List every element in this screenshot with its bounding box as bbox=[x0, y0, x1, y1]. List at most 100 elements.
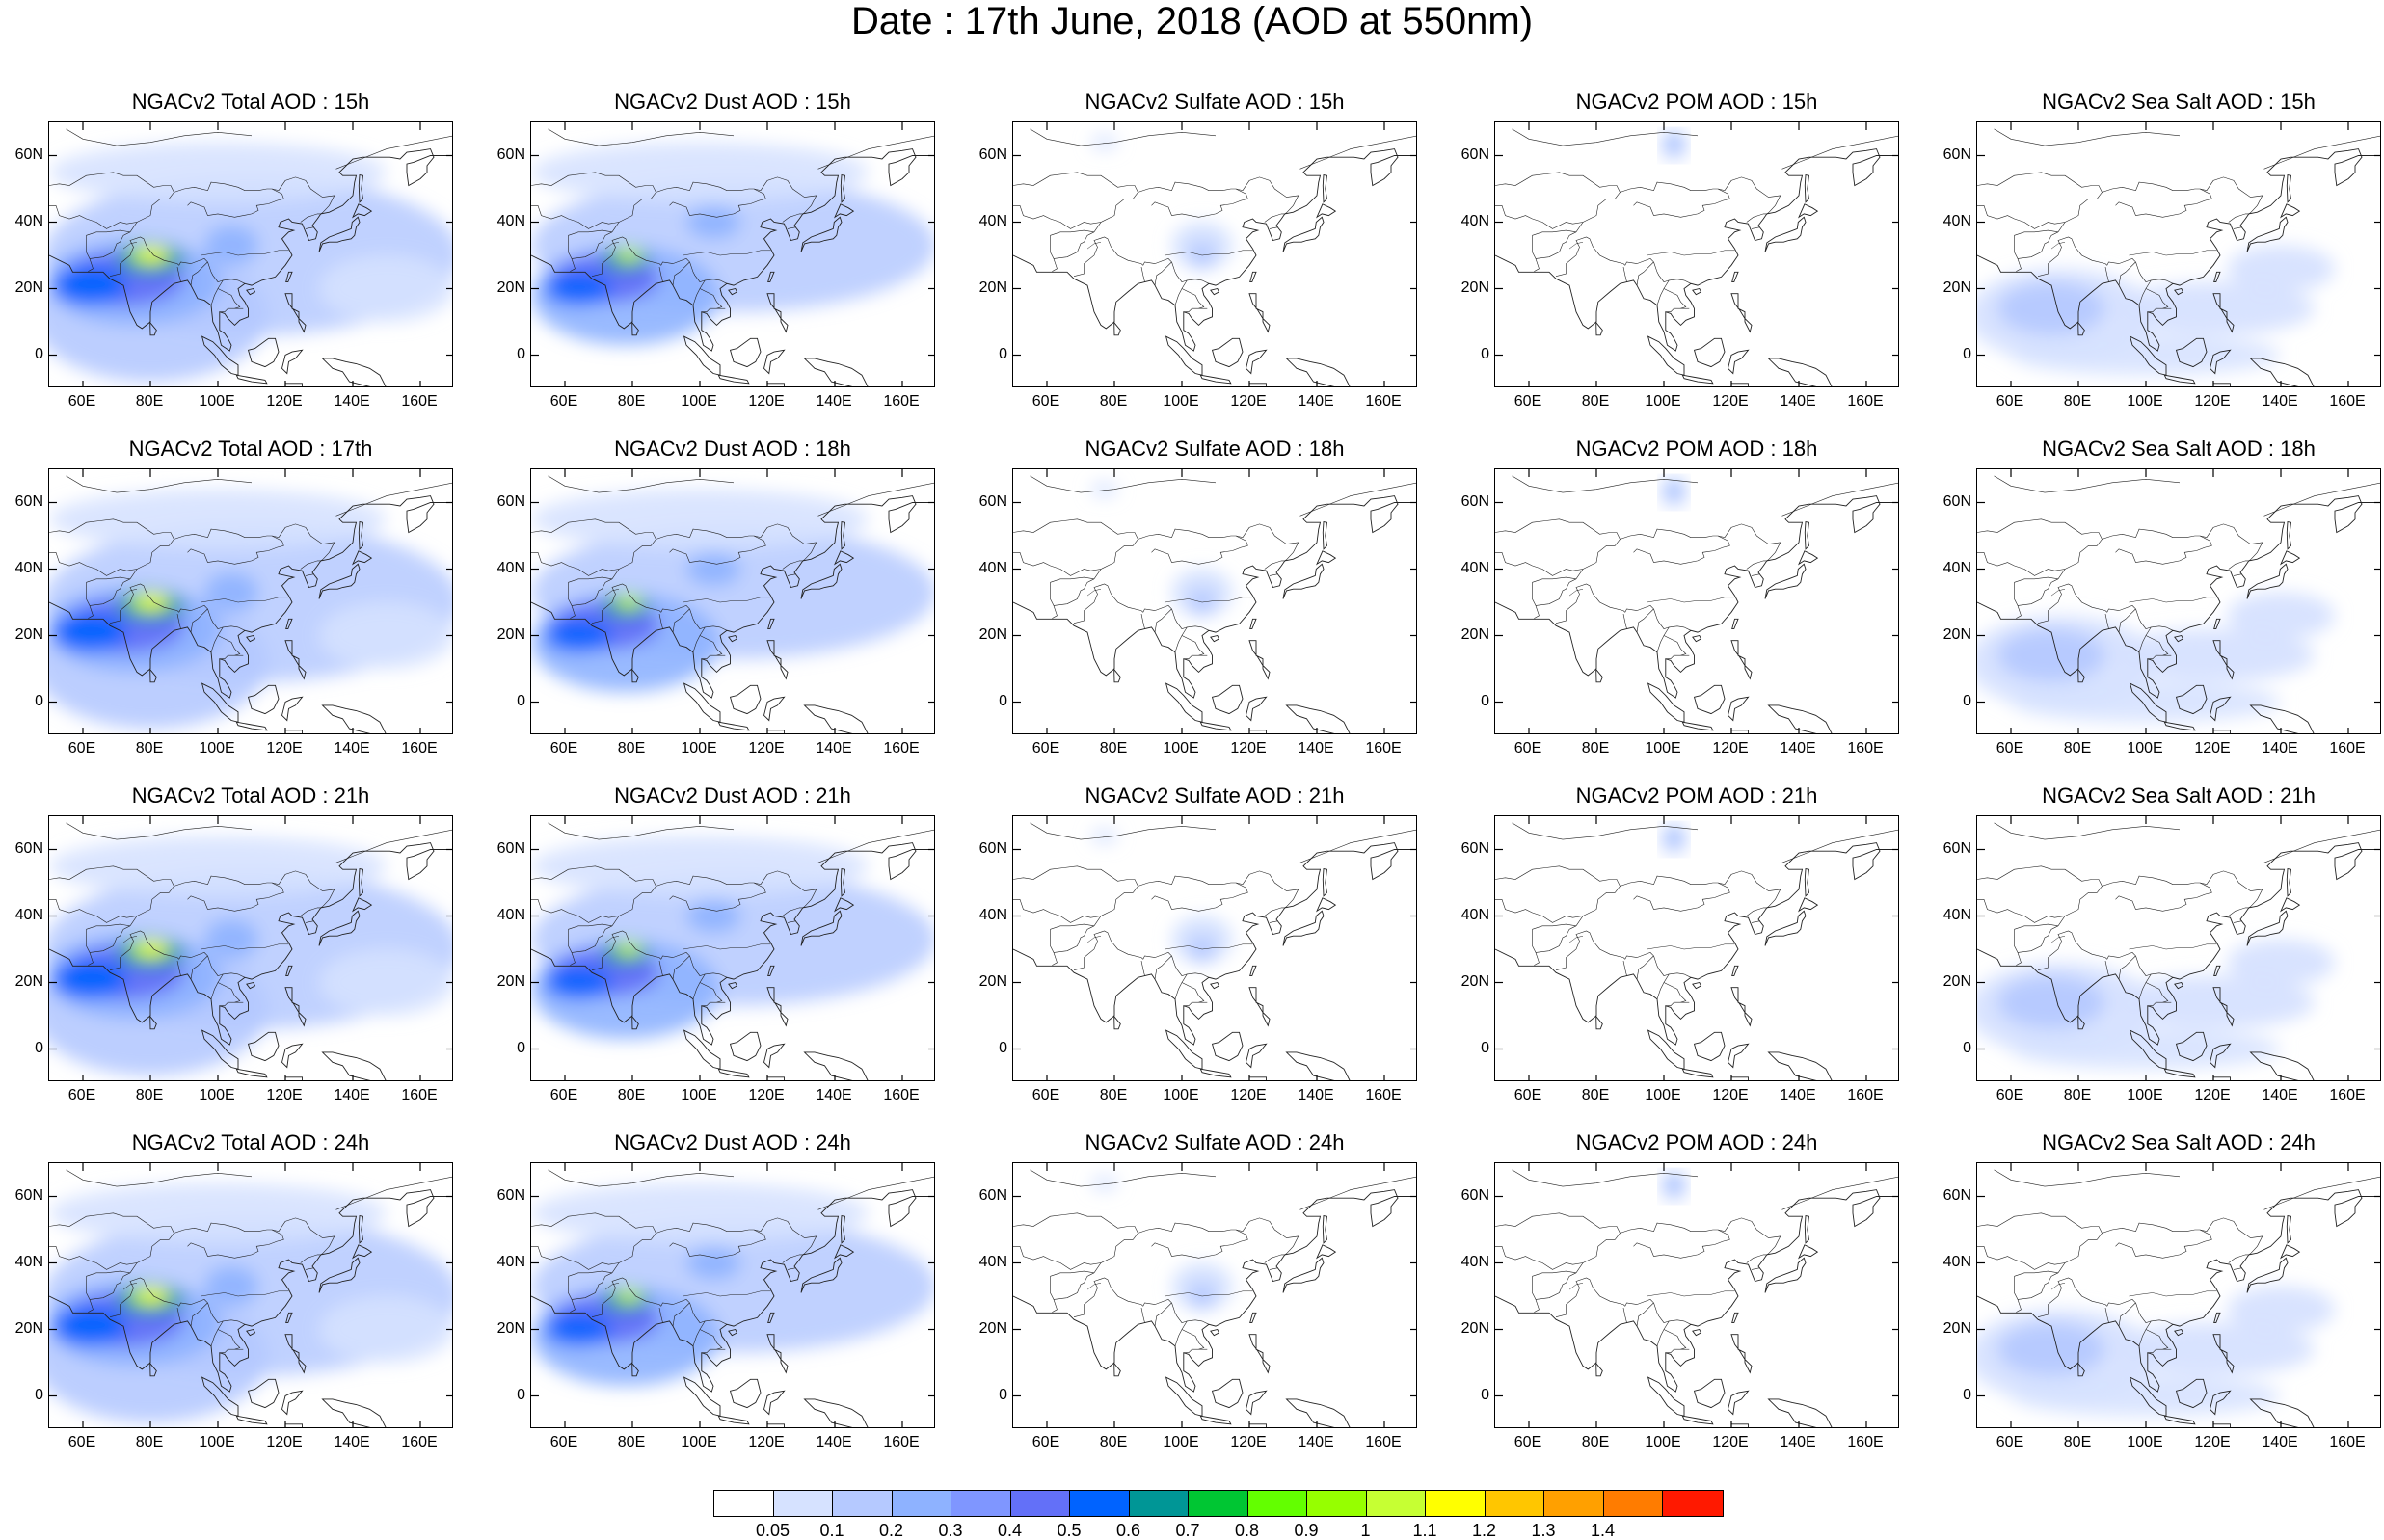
island bbox=[1248, 383, 1267, 386]
island bbox=[358, 867, 363, 897]
border bbox=[2017, 578, 2059, 606]
river bbox=[604, 1282, 620, 1290]
border bbox=[692, 973, 706, 999]
island bbox=[149, 668, 157, 683]
border bbox=[1013, 865, 1138, 887]
border bbox=[2014, 576, 2059, 583]
lon-tick-label: 80E bbox=[2063, 393, 2092, 410]
border bbox=[1656, 279, 1670, 305]
border bbox=[571, 1272, 613, 1300]
lat-tick-label: 20N bbox=[14, 625, 43, 643]
island bbox=[2246, 563, 2289, 599]
lat-tick-label: 60N bbox=[1942, 146, 1971, 163]
island bbox=[1804, 1214, 1809, 1244]
aerosol-field bbox=[49, 1182, 452, 1423]
map-canvas bbox=[1977, 816, 2380, 1080]
island bbox=[1681, 1068, 1714, 1078]
lon-tick-label: 120E bbox=[2194, 1087, 2231, 1103]
aerosol-region bbox=[2112, 628, 2315, 682]
lon-tick-label: 140E bbox=[1780, 740, 1816, 757]
border bbox=[2115, 201, 2136, 216]
border bbox=[1264, 1254, 1285, 1263]
border bbox=[207, 535, 284, 565]
border bbox=[787, 226, 796, 229]
island bbox=[803, 358, 869, 386]
island bbox=[1730, 293, 1753, 333]
lon-tick-label: 80E bbox=[2063, 1087, 2092, 1103]
aerosol-region bbox=[52, 1306, 127, 1346]
island bbox=[284, 730, 303, 733]
tick-marks bbox=[1977, 469, 2380, 733]
island bbox=[728, 981, 738, 990]
lon-tick-label: 120E bbox=[2194, 393, 2231, 410]
map-panel bbox=[1012, 121, 1417, 387]
border bbox=[1151, 1242, 1172, 1257]
aerosol-region bbox=[686, 1246, 740, 1280]
tick-marks bbox=[1977, 122, 2380, 386]
aerosol-field bbox=[531, 1182, 934, 1387]
border bbox=[49, 1246, 138, 1273]
border bbox=[692, 1320, 706, 1346]
border bbox=[300, 560, 321, 570]
aerosol-field bbox=[1662, 479, 1686, 506]
border bbox=[2138, 279, 2152, 305]
island bbox=[246, 1328, 256, 1337]
lon-tick-label: 60E bbox=[1031, 393, 1060, 410]
river bbox=[201, 943, 289, 950]
lat-tick-label: 20N bbox=[14, 1319, 43, 1337]
border bbox=[1512, 475, 1699, 493]
tick-marks bbox=[1495, 816, 1898, 1080]
aerosol-region bbox=[1667, 132, 1681, 146]
island bbox=[833, 550, 855, 566]
border bbox=[568, 582, 576, 619]
border bbox=[207, 882, 284, 912]
island bbox=[766, 1423, 785, 1427]
lon-tick-label: 60E bbox=[1996, 1087, 2024, 1103]
lat-tick-label: 0 bbox=[35, 345, 43, 362]
border bbox=[190, 608, 208, 633]
aerosol-region bbox=[319, 602, 452, 669]
border bbox=[669, 1242, 690, 1257]
lat-tick-label: 0 bbox=[35, 1386, 43, 1403]
island bbox=[2077, 1015, 2085, 1030]
border bbox=[1030, 475, 1217, 493]
lon-tick-label: 140E bbox=[1780, 1434, 1816, 1450]
map-canvas bbox=[1977, 469, 2380, 733]
border bbox=[1154, 1302, 1172, 1327]
island bbox=[1767, 1398, 1833, 1427]
border bbox=[1171, 882, 1248, 912]
border bbox=[1535, 231, 1577, 259]
aerosol-field bbox=[49, 142, 452, 383]
island bbox=[803, 704, 869, 733]
lat-tick-label: 0 bbox=[517, 345, 525, 362]
aerosol-region bbox=[1997, 975, 2105, 1029]
island bbox=[281, 349, 304, 375]
lat-tick-label: 0 bbox=[999, 345, 1007, 362]
border bbox=[1171, 1229, 1248, 1259]
border bbox=[571, 231, 613, 259]
border bbox=[531, 865, 656, 887]
border bbox=[1264, 907, 1285, 916]
border bbox=[2138, 1320, 2152, 1346]
border bbox=[2037, 583, 2136, 624]
panel-title: NGACv2 POM AOD : 15h bbox=[1575, 90, 1818, 114]
border bbox=[1532, 1276, 1540, 1313]
lon-tick-label: 100E bbox=[2127, 1434, 2163, 1450]
island bbox=[321, 358, 387, 386]
island bbox=[2212, 1334, 2235, 1374]
border bbox=[1582, 523, 1781, 570]
island bbox=[358, 173, 363, 203]
colorbar-label: 0.8 bbox=[1234, 1521, 1260, 1540]
border bbox=[1663, 982, 1687, 1006]
island bbox=[2279, 203, 2301, 219]
border bbox=[1495, 899, 1584, 926]
lat-tick-label: 20N bbox=[1460, 1319, 1489, 1337]
island bbox=[284, 1423, 303, 1427]
river bbox=[2129, 943, 2217, 950]
border bbox=[1663, 1329, 1687, 1353]
lat-tick-label: 0 bbox=[1963, 692, 1971, 709]
aerosol-region bbox=[545, 966, 612, 999]
island bbox=[1249, 965, 1257, 977]
map-panel bbox=[1494, 121, 1899, 387]
aerosol-region bbox=[144, 942, 164, 953]
